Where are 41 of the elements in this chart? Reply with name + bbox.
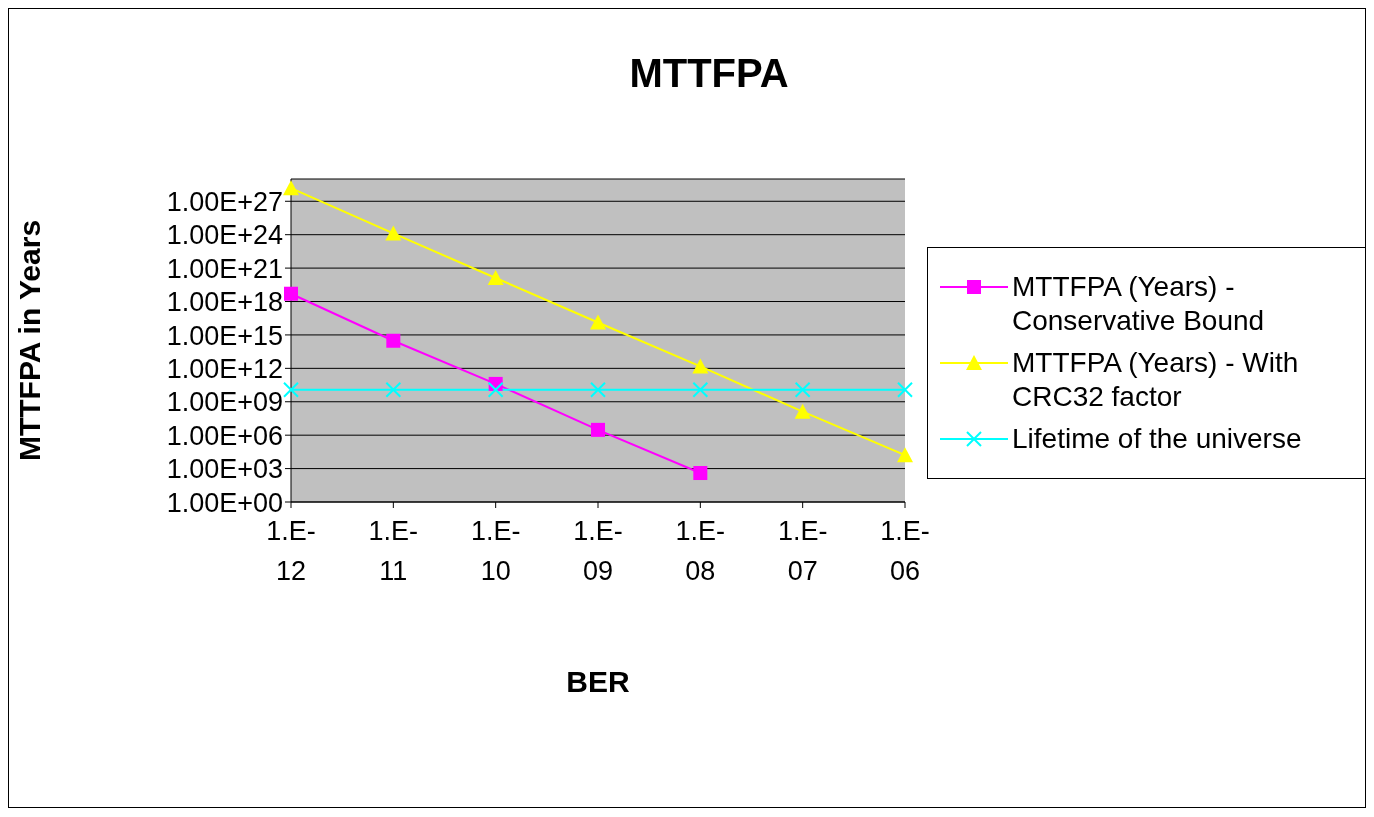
point [794, 381, 811, 398]
point [487, 381, 504, 398]
x-tick-label: 1.E-09 [573, 516, 623, 586]
point [692, 358, 709, 374]
y-tick-label: 1.00E+03 [166, 454, 283, 485]
point [897, 381, 913, 398]
y-tick-label: 1.00E+24 [166, 220, 283, 251]
point [794, 403, 811, 419]
x-axis-title: BER [566, 665, 630, 698]
point [590, 314, 606, 330]
point [692, 381, 709, 398]
x-tick-label: 1.E-08 [675, 516, 726, 586]
legend-label: MTTFPA (Years) - Conservative Bound [1012, 270, 1266, 338]
y-tick-label: 1.00E+21 [166, 253, 283, 284]
point [385, 225, 402, 241]
point [385, 381, 402, 398]
point [284, 286, 298, 301]
point [590, 381, 606, 398]
x-tick-label: 1.E-10 [470, 516, 521, 586]
x-tick-label: 1.E-12 [266, 516, 316, 586]
point [283, 180, 299, 196]
y-tick-label: 1.00E+18 [166, 287, 283, 318]
point [693, 466, 708, 481]
y-tick-label: 1.00E+00 [166, 487, 283, 518]
y-tick-label: 1.00E+15 [166, 320, 283, 351]
chart-title: MTTFPA [628, 51, 790, 96]
y-axis-title: MTTFPA in Years [12, 219, 46, 462]
point [897, 447, 913, 463]
point [487, 269, 504, 285]
point [591, 422, 605, 437]
y-tick-label: 1.00E+06 [166, 420, 283, 451]
legend-label: MTTFPA (Years) - With CRC32 factor [1012, 346, 1300, 414]
point [386, 333, 401, 348]
y-tick-label: 1.00E+09 [166, 387, 283, 418]
legend-label: Lifetime of the universe [1012, 422, 1302, 456]
y-tick-label: 1.00E+27 [166, 186, 283, 217]
y-tick-label: 1.00E+12 [166, 353, 283, 384]
x-tick-label: 1.E-11 [368, 516, 419, 586]
x-tick-label: 1.E-06 [880, 516, 930, 586]
point [283, 381, 299, 398]
x-tick-label: 1.E-07 [777, 516, 828, 586]
